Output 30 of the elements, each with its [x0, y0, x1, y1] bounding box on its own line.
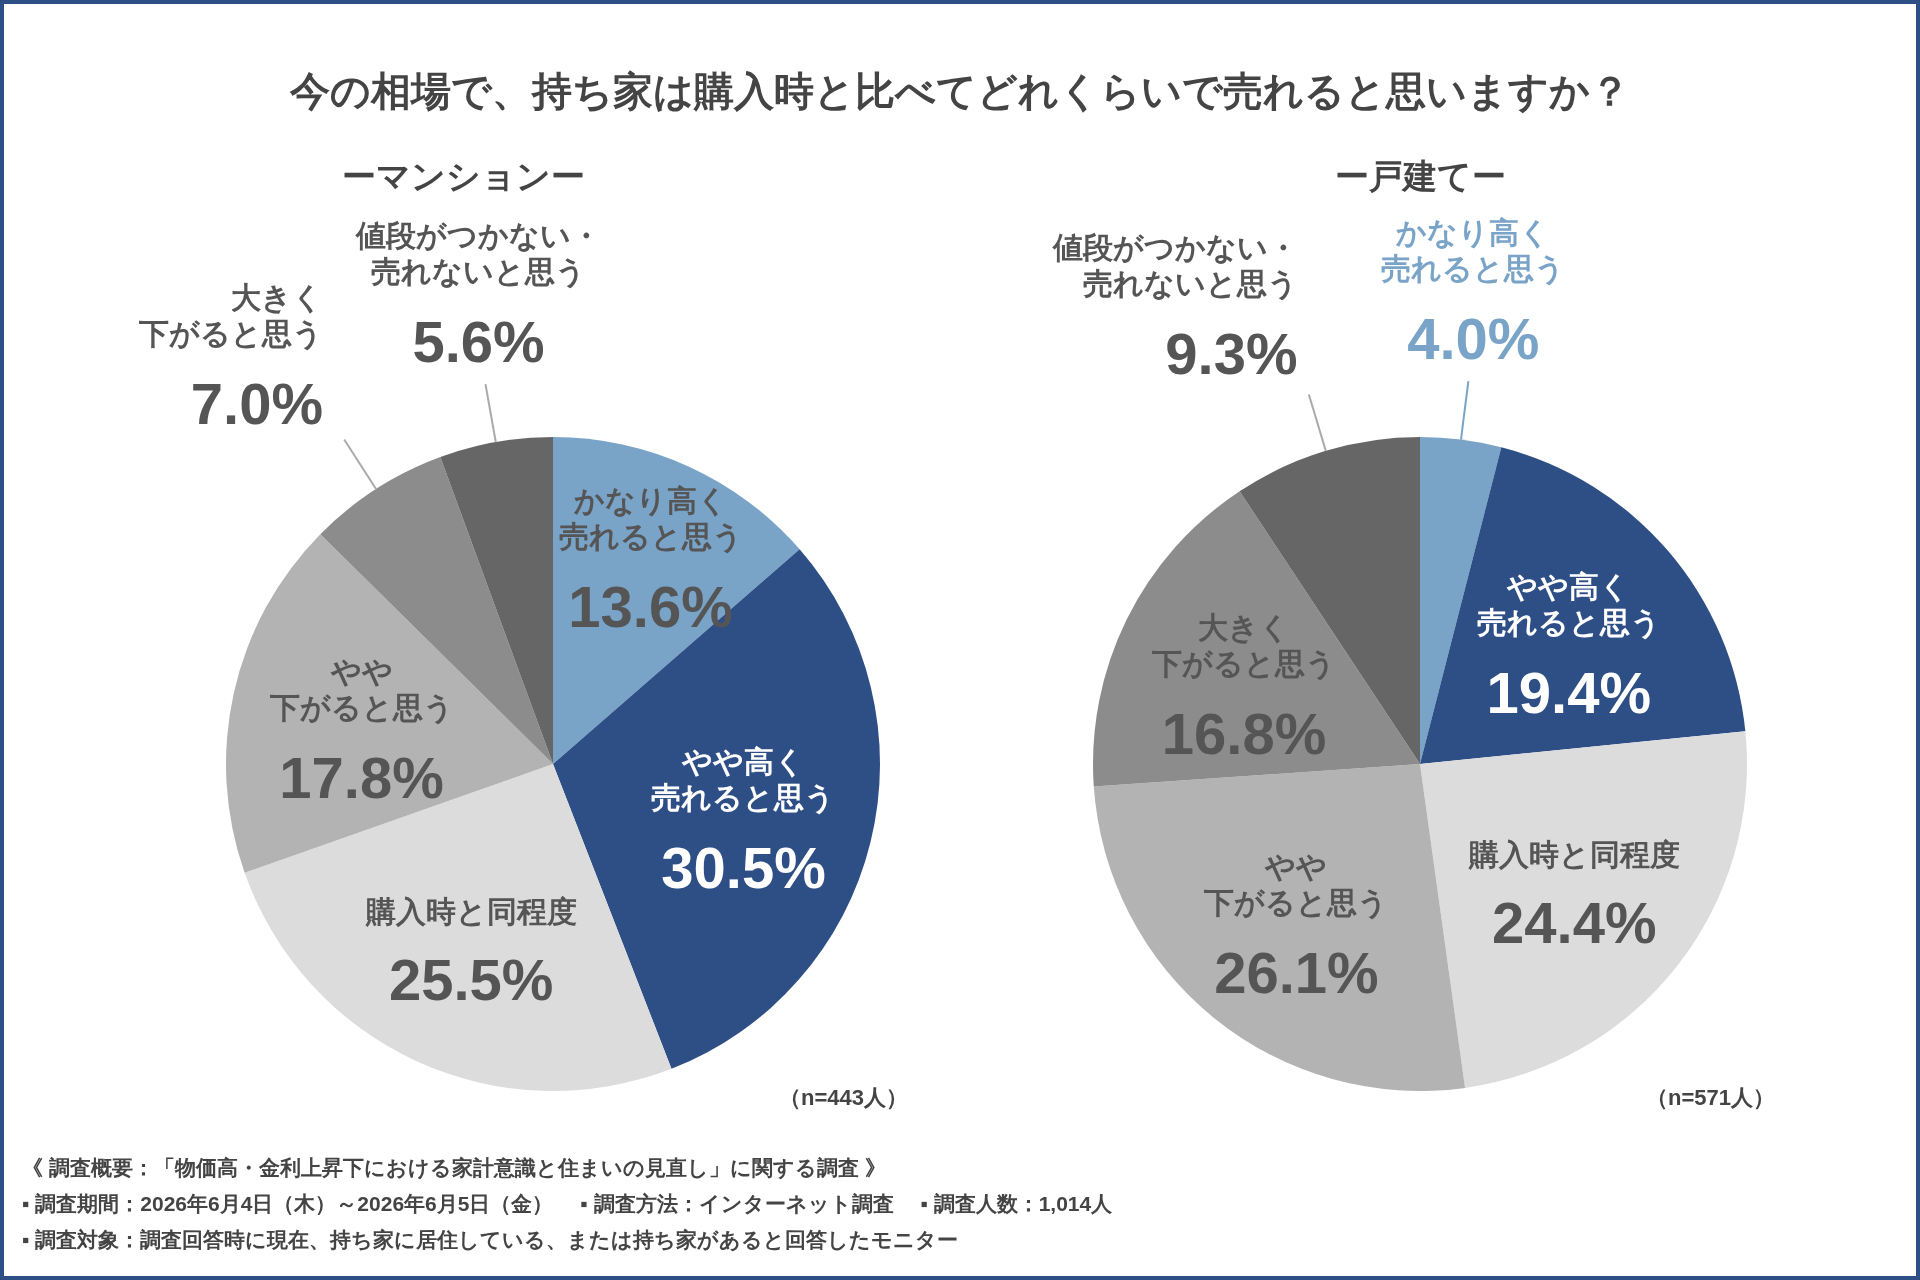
data-label: 24.4% [1492, 890, 1657, 956]
text: ▪ 調査期間：2026年6月4日（木）～2026年6月5日（金） ▪ 調査方法：インターネット調査 ▪ 調査人数：1,014人 [22, 1192, 1114, 1215]
data-label: 19.4% [1486, 660, 1652, 726]
slice-label: やや下がると思う [268, 655, 454, 726]
slice-label: 購入時と同程度 [364, 895, 577, 929]
data-label: 13.6% [568, 573, 733, 639]
text: 《 調査概要：「物価高・金利上昇下における家計意識と住まいの見直し」に関する調査 》 [22, 1156, 886, 1180]
slice-label: 購入時と同程度 [1467, 838, 1680, 872]
data-label: 25.5% [388, 947, 554, 1013]
data-label: 17.8% [279, 745, 444, 811]
data-label: 7.0% [190, 370, 323, 436]
text: （n=443人） [779, 1085, 908, 1110]
data-label: 4.0% [1407, 306, 1540, 372]
slice-label: 値段がつかない・売れないと思う [355, 219, 602, 290]
slice-label: やや下がると思う [1203, 850, 1389, 921]
slice-label: かなり高く売れると思う [558, 483, 743, 554]
chart-subtitle: ー戸建てー [1334, 157, 1506, 195]
slice-label: 値段がつかない・売れないと思う [1051, 230, 1298, 301]
text: （n=571人） [1646, 1085, 1775, 1110]
slice-label: 大きく下がると思う [137, 280, 323, 351]
slice-label: やや高く売れると思う [651, 745, 836, 815]
slice-label: やや高く売れると思う [1476, 570, 1661, 641]
slice-label: かなり高く売れると思う [1381, 216, 1566, 287]
data-label: 30.5% [661, 835, 826, 900]
data-label: 9.3% [1165, 320, 1298, 386]
chart-subtitle: ーマンションー [341, 157, 585, 195]
data-label: 5.6% [412, 309, 545, 375]
text: 今の相場で、持ち家は購入時と比べてどれくらいで売れると思いますか？ [289, 69, 1630, 114]
data-label: 26.1% [1214, 940, 1379, 1006]
text: ▪ 調査対象：調査回答時に現在、持ち家に居住している、または持ち家があると回答したモニター [22, 1228, 959, 1252]
